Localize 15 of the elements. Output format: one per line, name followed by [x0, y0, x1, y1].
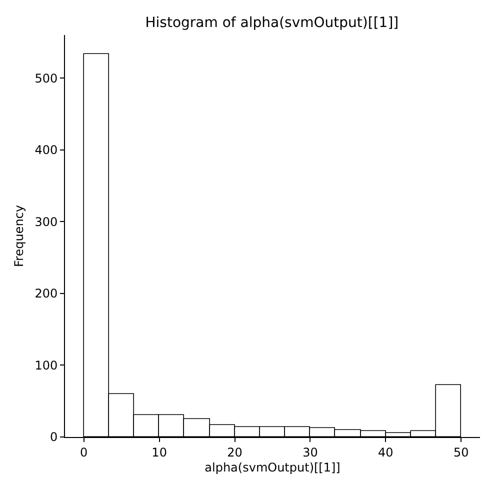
- y-axis-title: Frequency: [12, 205, 26, 267]
- x-tick-label: 0: [80, 445, 88, 460]
- y-tick-label: 0: [50, 430, 58, 444]
- y-tick-label: 500: [34, 71, 58, 86]
- y-tick-label: 200: [34, 286, 58, 301]
- x-axis-title: alpha(svmOutput)[[1]]: [204, 460, 340, 474]
- y-tick-label: 300: [34, 214, 58, 229]
- chart-title: Histogram of alpha(svmOutput)[[1]]: [145, 14, 399, 31]
- x-tick-label: 20: [227, 445, 242, 460]
- x-tick-label: 10: [152, 445, 167, 460]
- x-tick-label: 30: [302, 445, 318, 460]
- y-tick-label: 400: [34, 143, 58, 158]
- x-tick-label: 40: [378, 445, 394, 460]
- y-tick-label: 100: [34, 358, 58, 372]
- x-tick-label: 50: [454, 445, 469, 460]
